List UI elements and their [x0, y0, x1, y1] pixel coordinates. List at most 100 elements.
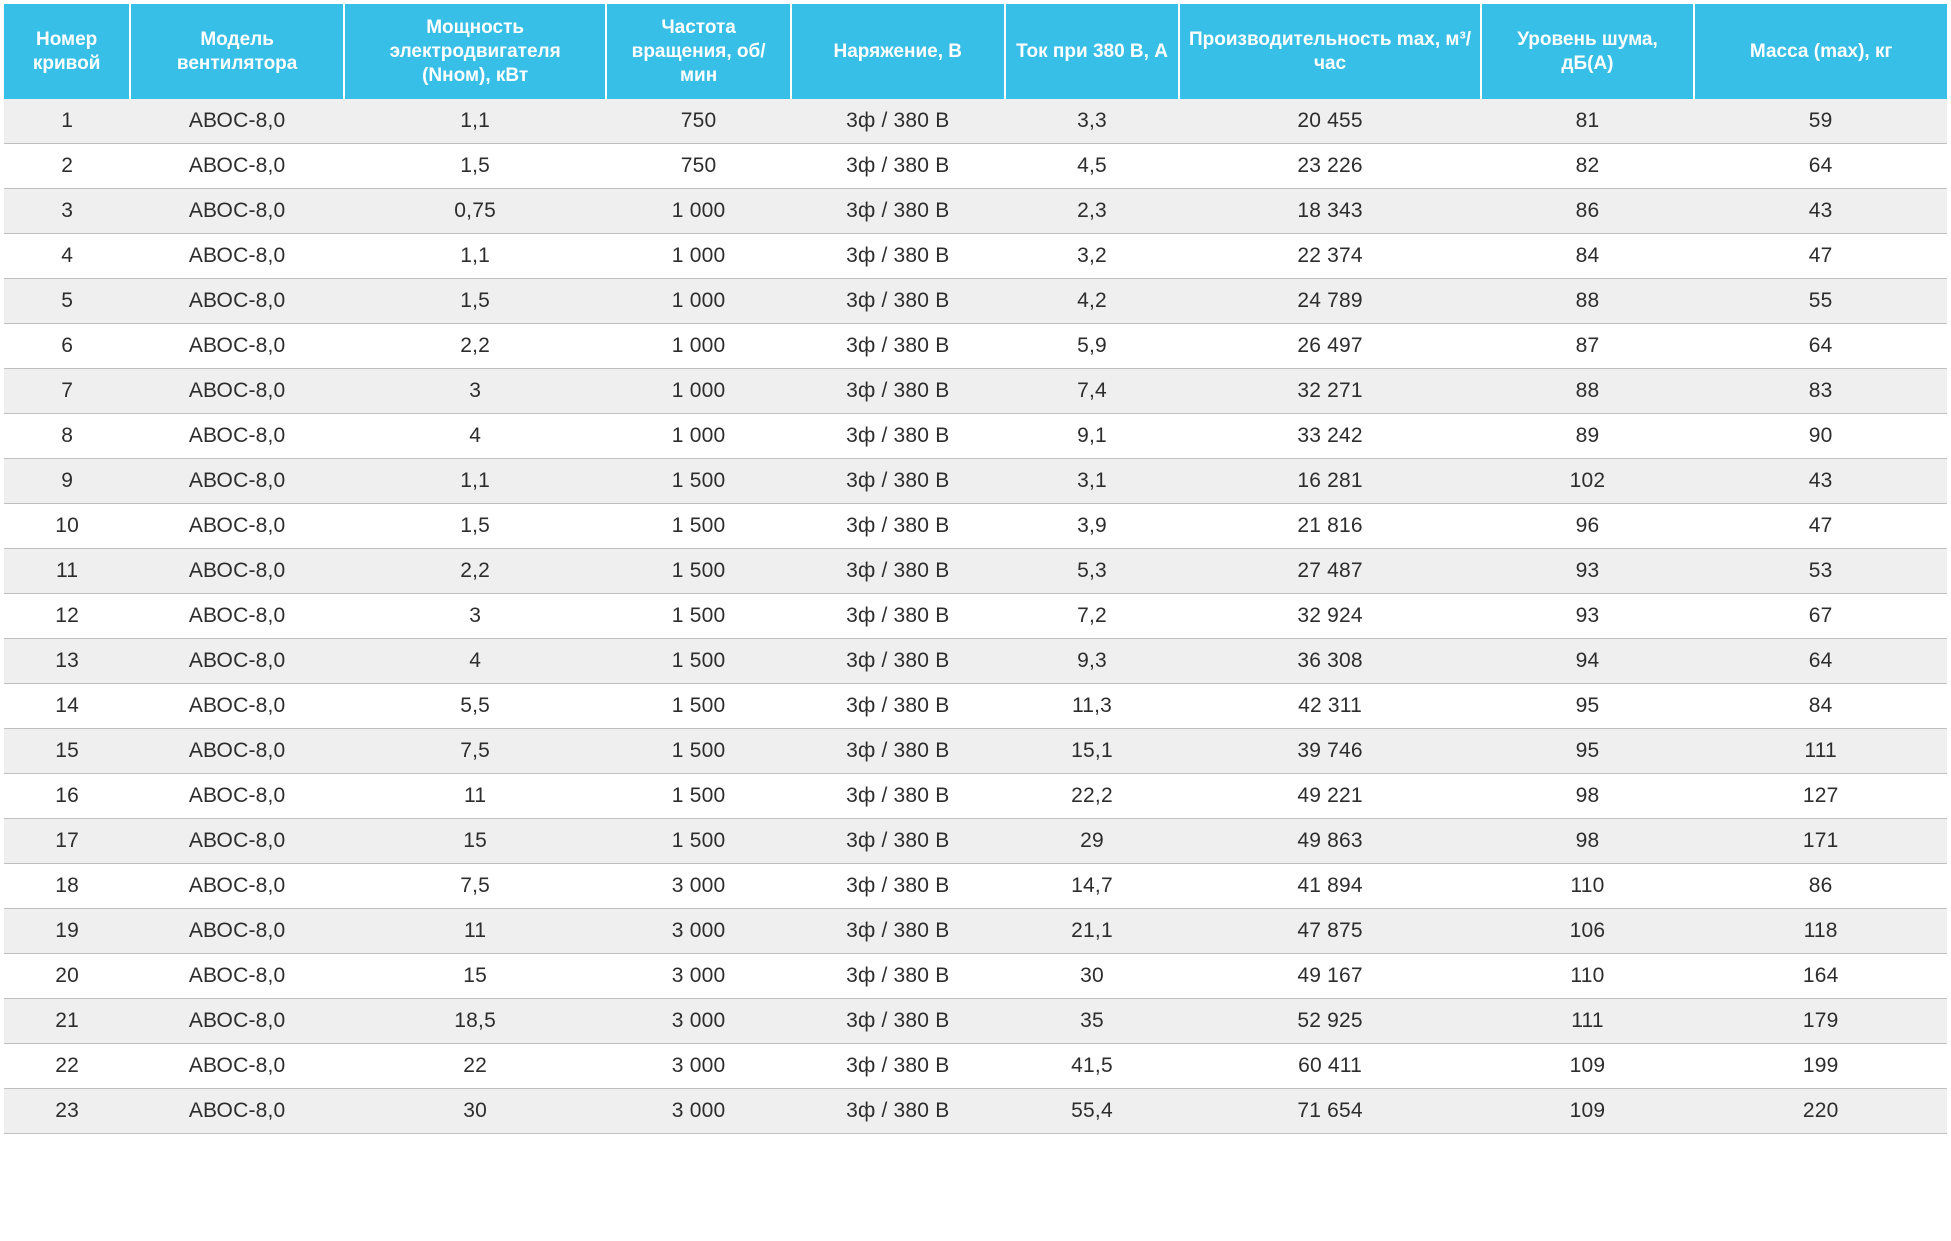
table-cell: 18 [4, 864, 130, 909]
table-cell: 3ф / 380 В [791, 954, 1005, 999]
table-cell: 1,1 [344, 99, 606, 144]
table-cell: 7,2 [1005, 594, 1180, 639]
table-cell: 220 [1694, 1089, 1947, 1134]
table-row: 17АВОС-8,0151 5003ф / 380 В2949 86398171 [4, 819, 1947, 864]
table-cell: 1,1 [344, 234, 606, 279]
table-cell: 164 [1694, 954, 1947, 999]
table-cell: 86 [1481, 189, 1695, 234]
table-cell: 49 167 [1179, 954, 1480, 999]
table-cell: 3ф / 380 В [791, 279, 1005, 324]
table-cell: 49 863 [1179, 819, 1480, 864]
table-row: 5АВОС-8,01,51 0003ф / 380 В4,224 7898855 [4, 279, 1947, 324]
table-cell: 18,5 [344, 999, 606, 1044]
table-cell: 1 000 [606, 189, 791, 234]
table-cell: АВОС-8,0 [130, 1089, 344, 1134]
table-cell: 43 [1694, 459, 1947, 504]
table-cell: 26 497 [1179, 324, 1480, 369]
table-cell: 3ф / 380 В [791, 234, 1005, 279]
table-cell: 1 500 [606, 594, 791, 639]
table-row: 13АВОС-8,041 5003ф / 380 В9,336 3089464 [4, 639, 1947, 684]
table-cell: 47 [1694, 504, 1947, 549]
table-cell: 47 [1694, 234, 1947, 279]
table-row: 3АВОС-8,00,751 0003ф / 380 В2,318 343864… [4, 189, 1947, 234]
table-cell: 3ф / 380 В [791, 684, 1005, 729]
table-cell: 39 746 [1179, 729, 1480, 774]
table-cell: 30 [1005, 954, 1180, 999]
table-cell: 1 500 [606, 459, 791, 504]
table-row: 16АВОС-8,0111 5003ф / 380 В22,249 221981… [4, 774, 1947, 819]
table-header-row: Номер кривой Модель вентилятора Мощность… [4, 4, 1947, 99]
table-cell: 88 [1481, 369, 1695, 414]
table-cell: 49 221 [1179, 774, 1480, 819]
table-cell: 5,9 [1005, 324, 1180, 369]
table-cell: 3,2 [1005, 234, 1180, 279]
table-cell: АВОС-8,0 [130, 819, 344, 864]
table-cell: 83 [1694, 369, 1947, 414]
table-cell: 32 271 [1179, 369, 1480, 414]
table-cell: 21 [4, 999, 130, 1044]
table-cell: 750 [606, 99, 791, 144]
table-cell: 20 [4, 954, 130, 999]
table-row: 22АВОС-8,0223 0003ф / 380 В41,560 411109… [4, 1044, 1947, 1089]
table-cell: 3ф / 380 В [791, 324, 1005, 369]
table-cell: 3ф / 380 В [791, 99, 1005, 144]
table-cell: 3ф / 380 В [791, 369, 1005, 414]
table-cell: 9,3 [1005, 639, 1180, 684]
table-cell: 3ф / 380 В [791, 729, 1005, 774]
table-cell: 71 654 [1179, 1089, 1480, 1134]
table-cell: 3,9 [1005, 504, 1180, 549]
col-header-voltage: Наряжение, В [791, 4, 1005, 99]
table-cell: 3,1 [1005, 459, 1180, 504]
table-cell: 3ф / 380 В [791, 189, 1005, 234]
table-cell: АВОС-8,0 [130, 594, 344, 639]
table-row: 23АВОС-8,0303 0003ф / 380 В55,471 654109… [4, 1089, 1947, 1134]
table-cell: 9 [4, 459, 130, 504]
table-cell: 171 [1694, 819, 1947, 864]
table-cell: АВОС-8,0 [130, 774, 344, 819]
table-cell: АВОС-8,0 [130, 234, 344, 279]
table-cell: 11 [4, 549, 130, 594]
table-cell: 9,1 [1005, 414, 1180, 459]
table-cell: 24 789 [1179, 279, 1480, 324]
table-cell: 36 308 [1179, 639, 1480, 684]
table-cell: 1 000 [606, 324, 791, 369]
table-cell: 20 455 [1179, 99, 1480, 144]
table-cell: 41 894 [1179, 864, 1480, 909]
table-cell: 127 [1694, 774, 1947, 819]
table-row: 18АВОС-8,07,53 0003ф / 380 В14,741 89411… [4, 864, 1947, 909]
table-cell: 22 [4, 1044, 130, 1089]
table-cell: 81 [1481, 99, 1695, 144]
table-cell: 55,4 [1005, 1089, 1180, 1134]
table-row: 19АВОС-8,0113 0003ф / 380 В21,147 875106… [4, 909, 1947, 954]
table-cell: 750 [606, 144, 791, 189]
table-cell: АВОС-8,0 [130, 684, 344, 729]
table-cell: 3 000 [606, 1089, 791, 1134]
table-cell: 64 [1694, 639, 1947, 684]
table-row: 9АВОС-8,01,11 5003ф / 380 В3,116 2811024… [4, 459, 1947, 504]
table-cell: 8 [4, 414, 130, 459]
table-cell: 15 [4, 729, 130, 774]
table-cell: 3 [4, 189, 130, 234]
table-row: 12АВОС-8,031 5003ф / 380 В7,232 9249367 [4, 594, 1947, 639]
table-cell: 95 [1481, 729, 1695, 774]
table-cell: 1,5 [344, 279, 606, 324]
table-cell: 21,1 [1005, 909, 1180, 954]
table-cell: 3ф / 380 В [791, 819, 1005, 864]
table-cell: АВОС-8,0 [130, 549, 344, 594]
table-cell: 2,2 [344, 549, 606, 594]
col-header-current: Ток при 380 В, А [1005, 4, 1180, 99]
table-cell: 0,75 [344, 189, 606, 234]
table-cell: 1 000 [606, 234, 791, 279]
table-cell: АВОС-8,0 [130, 414, 344, 459]
table-cell: 35 [1005, 999, 1180, 1044]
table-cell: 32 924 [1179, 594, 1480, 639]
col-header-curve-number: Номер кривой [4, 4, 130, 99]
table-cell: 11,3 [1005, 684, 1180, 729]
table-cell: АВОС-8,0 [130, 189, 344, 234]
table-cell: 98 [1481, 774, 1695, 819]
table-cell: АВОС-8,0 [130, 909, 344, 954]
table-cell: 3ф / 380 В [791, 999, 1005, 1044]
table-cell: 10 [4, 504, 130, 549]
col-header-mass: Масса (max), кг [1694, 4, 1947, 99]
table-cell: 4,5 [1005, 144, 1180, 189]
